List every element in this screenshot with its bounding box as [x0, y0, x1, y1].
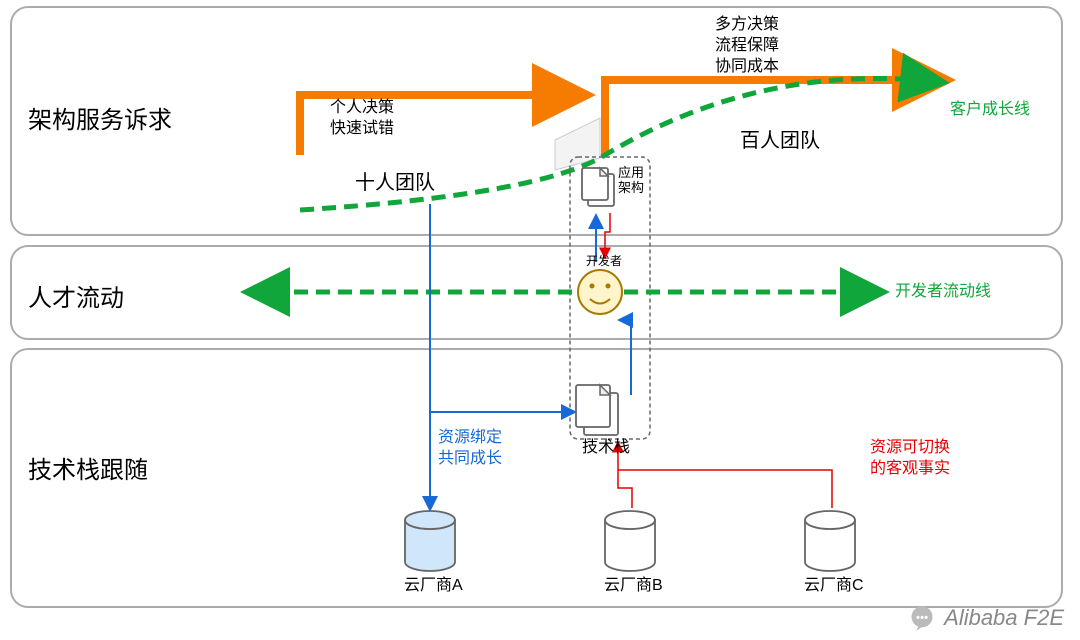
speech-icon: •••	[908, 604, 936, 632]
title-middle: 人才流动	[28, 278, 124, 313]
label-app-arch: 应用 架构	[618, 166, 644, 196]
label-personal-decision: 个人决策 快速试错	[330, 98, 394, 140]
label-tech-stack: 技术栈	[582, 438, 630, 459]
label-cloud-b: 云厂商B	[604, 576, 663, 597]
label-cloud-a: 云厂商A	[404, 576, 463, 597]
title-top: 架构服务诉求	[28, 100, 172, 135]
label-ten-team: 十人团队	[355, 170, 435, 196]
label-multi-decision: 多方决策 流程保障 协同成本	[715, 15, 779, 77]
label-resource-switch: 资源可切换 的客观事实	[870, 438, 950, 480]
diagram-root: 架构服务诉求 人才流动 技术栈跟随	[0, 0, 1080, 640]
watermark: ••• Alibaba F2E	[908, 604, 1064, 632]
svg-text:•••: •••	[916, 612, 928, 625]
label-cloud-c: 云厂商C	[804, 576, 864, 597]
label-hundred-team: 百人团队	[740, 128, 820, 154]
label-dev-flow: 开发者流动线	[895, 282, 991, 303]
watermark-text: Alibaba F2E	[944, 605, 1064, 631]
label-developer: 开发者	[586, 254, 622, 270]
label-resource-bind: 资源绑定 共同成长	[438, 428, 502, 470]
title-bottom: 技术栈跟随	[28, 450, 148, 485]
label-customer-growth: 客户成长线	[950, 100, 1030, 121]
